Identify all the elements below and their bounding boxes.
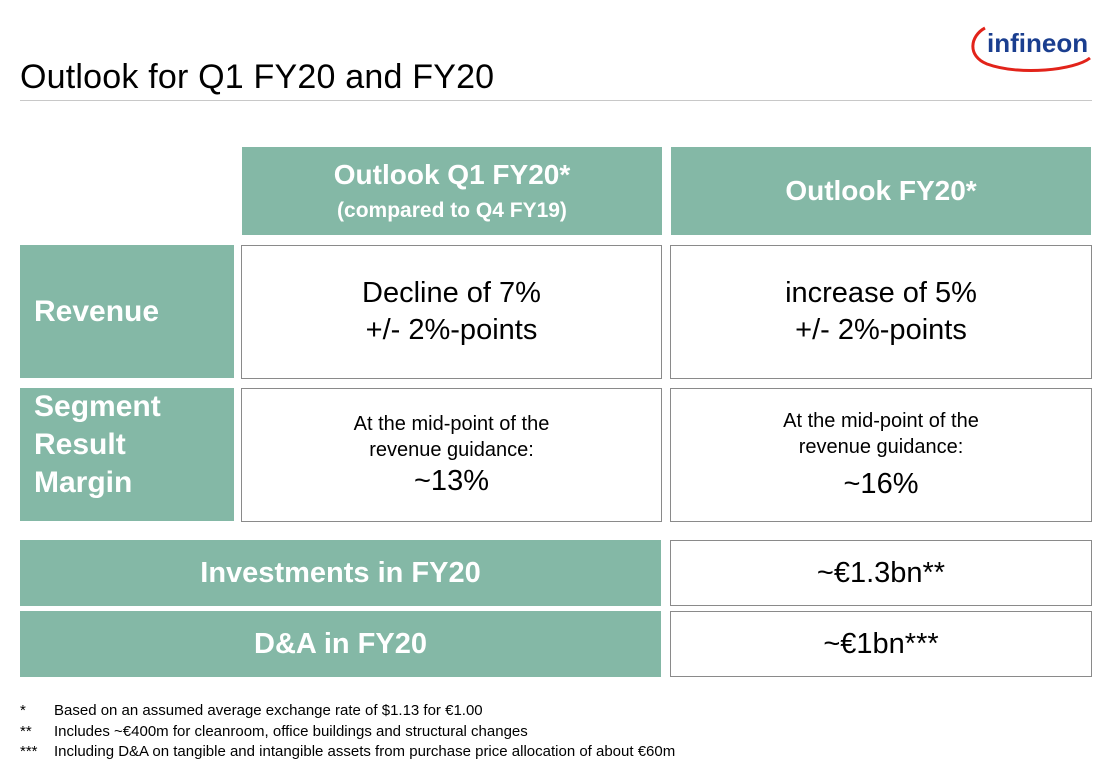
header-outlook-q1: Outlook Q1 FY20* (compared to Q4 FY19)	[242, 147, 662, 235]
revenue-q1-line1: Decline of 7%	[362, 277, 541, 309]
infineon-logo: infineon	[971, 26, 1091, 73]
investments-value-cell: ~€1.3bn**	[670, 540, 1092, 606]
header-q1-main: Outlook Q1 FY20*	[333, 159, 571, 190]
segment-label-line1: Segment	[34, 390, 161, 423]
page-title: Outlook for Q1 FY20 and FY20	[20, 58, 495, 96]
row-label-segment-margin: Segment Result Margin	[20, 388, 234, 521]
margin-q1-cell: At the mid-point of the revenue guidance…	[241, 388, 662, 522]
footnote-3: *** Including D&A on tangible and intangi…	[20, 743, 675, 760]
footnote-1-mark: *	[20, 702, 26, 719]
footnote-2-mark: **	[20, 723, 32, 740]
revenue-q1-line2: +/- 2%-points	[365, 314, 538, 346]
margin-q1-line2: revenue guidance:	[369, 439, 534, 461]
footnote-1-text: Based on an assumed average exchange rat…	[54, 702, 483, 719]
row-label-investments: Investments in FY20	[20, 540, 661, 606]
dna-value-cell: ~€1bn***	[670, 611, 1092, 677]
header-outlook-fy: Outlook FY20*	[671, 147, 1091, 235]
row-label-dna: D&A in FY20	[20, 611, 661, 677]
margin-fy-value: ~16%	[843, 468, 919, 500]
footnote-2: ** Includes ~€400m for cleanroom, office …	[20, 723, 528, 740]
header-fy-main: Outlook FY20*	[785, 175, 977, 206]
footnote-3-mark: ***	[20, 743, 38, 760]
margin-fy-line1: At the mid-point of the	[783, 410, 979, 432]
revenue-fy-cell: increase of 5% +/- 2%-points	[670, 245, 1092, 379]
header-q1-sub: (compared to Q4 FY19)	[337, 199, 567, 222]
margin-fy-line2: revenue guidance:	[798, 436, 964, 458]
margin-q1-value: ~13%	[414, 465, 489, 497]
margin-q1-line1: At the mid-point of the	[353, 413, 550, 435]
revenue-fy-line1: increase of 5%	[785, 277, 977, 309]
logo-text: infineon	[987, 28, 1088, 58]
revenue-fy-line2: +/- 2%-points	[795, 314, 967, 346]
footnote-3-text: Including D&A on tangible and intangible…	[54, 743, 676, 760]
segment-label-line3: Margin	[34, 466, 133, 499]
segment-label-line2: Result	[34, 428, 126, 461]
revenue-q1-cell: Decline of 7% +/- 2%-points	[241, 245, 662, 379]
title-divider	[20, 100, 1092, 101]
margin-fy-cell: At the mid-point of the revenue guidance…	[670, 388, 1092, 522]
footnote-2-text: Includes ~€400m for cleanroom, office bu…	[54, 723, 528, 740]
row-label-revenue: Revenue	[20, 245, 234, 378]
footnote-1: * Based on an assumed average exchange ra…	[20, 702, 483, 719]
